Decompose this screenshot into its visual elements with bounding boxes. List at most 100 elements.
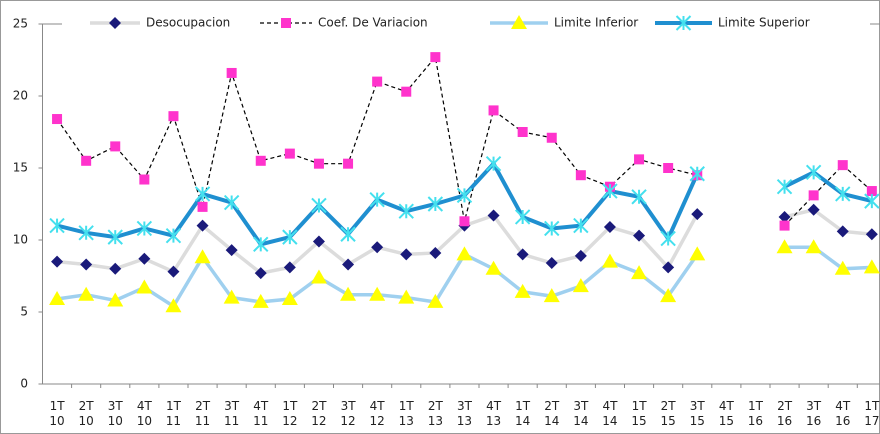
marker: [808, 190, 819, 201]
marker: [863, 259, 880, 274]
x-tick-label: 4T 14: [602, 399, 618, 428]
marker: [689, 166, 705, 182]
x-tick-label: 1T 15: [631, 399, 647, 428]
marker: [226, 67, 237, 78]
x-tick-label: 4T 16: [835, 399, 851, 428]
x-tick-label: 1T 10: [49, 399, 65, 428]
marker: [573, 217, 589, 234]
marker: [517, 127, 528, 137]
marker: [574, 249, 587, 262]
marker: [675, 15, 692, 31]
marker: [78, 225, 94, 241]
x-tick-label: 2T 15: [660, 399, 676, 428]
marker: [660, 230, 676, 247]
legend-label: Limite Superior: [718, 16, 810, 30]
y-tick-label: 25: [13, 17, 28, 31]
marker: [49, 217, 65, 234]
legend-label: Coef. De Variacion: [318, 16, 428, 30]
marker: [401, 86, 412, 97]
series-line: [56, 160, 873, 247]
marker: [342, 258, 355, 271]
x-tick-label: 3T 11: [224, 399, 240, 428]
marker: [312, 235, 325, 248]
x-tick-label: 1T 17: [864, 399, 880, 428]
marker: [834, 260, 851, 275]
marker: [284, 148, 295, 159]
marker: [165, 227, 182, 244]
marker: [429, 246, 442, 259]
marker: [343, 158, 354, 169]
marker: [139, 174, 150, 185]
marker: [603, 221, 616, 234]
x-tick-label: 3T 14: [573, 399, 589, 428]
x-tick-label: 2T 12: [311, 399, 327, 428]
marker: [283, 261, 296, 274]
marker: [545, 257, 558, 270]
x-tick-label: 3T 10: [107, 399, 123, 428]
marker: [866, 186, 877, 197]
marker: [310, 269, 327, 284]
marker: [514, 209, 531, 225]
marker: [281, 291, 298, 306]
marker: [864, 193, 880, 209]
marker: [601, 253, 618, 268]
marker: [485, 260, 502, 275]
marker: [400, 248, 413, 261]
x-tick-label: 1T 13: [398, 399, 414, 428]
marker: [430, 52, 441, 63]
marker: [340, 226, 356, 242]
marker: [110, 141, 121, 152]
marker: [255, 155, 266, 166]
marker: [485, 155, 502, 172]
marker: [167, 265, 180, 278]
marker: [778, 210, 791, 223]
marker: [340, 286, 357, 301]
marker: [398, 203, 414, 219]
marker: [109, 17, 121, 29]
marker: [663, 163, 674, 173]
marker: [805, 164, 822, 181]
marker: [634, 154, 645, 165]
marker: [136, 220, 153, 237]
marker: [572, 278, 589, 293]
marker: [225, 244, 238, 257]
marker: [837, 160, 848, 171]
x-tick-label: 4T 11: [253, 399, 269, 428]
x-tick-label: 1T 12: [282, 399, 298, 428]
marker: [865, 228, 878, 241]
marker: [835, 186, 851, 202]
marker: [516, 248, 529, 261]
marker: [459, 216, 470, 227]
marker: [49, 291, 66, 306]
x-tick-label: 1T 16: [747, 399, 764, 428]
marker: [660, 288, 677, 303]
x-tick-label: 2T 13: [427, 399, 443, 428]
marker: [662, 261, 675, 274]
marker: [138, 252, 151, 265]
legend-label: Desocupacion: [146, 16, 230, 30]
marker: [52, 114, 63, 125]
marker: [456, 246, 473, 261]
marker: [456, 187, 473, 204]
marker: [107, 229, 123, 245]
y-tick-label: 15: [13, 161, 28, 175]
marker: [807, 203, 820, 216]
marker: [427, 196, 444, 212]
marker: [81, 155, 92, 166]
marker: [488, 105, 499, 116]
legend-box: [62, 10, 870, 36]
marker: [194, 249, 211, 264]
x-tick-label: 2T 11: [194, 399, 211, 428]
y-tick-label: 10: [13, 233, 28, 247]
marker: [194, 186, 211, 202]
x-tick-label: 3T 12: [340, 399, 356, 428]
marker: [805, 239, 822, 254]
marker: [109, 262, 122, 275]
y-tick-label: 5: [20, 305, 28, 319]
marker: [78, 286, 95, 301]
marker: [633, 229, 646, 242]
marker: [252, 293, 269, 308]
x-tick-label: 2T 16: [776, 399, 793, 428]
x-tick-label: 3T 13: [456, 399, 473, 428]
marker: [544, 220, 560, 237]
